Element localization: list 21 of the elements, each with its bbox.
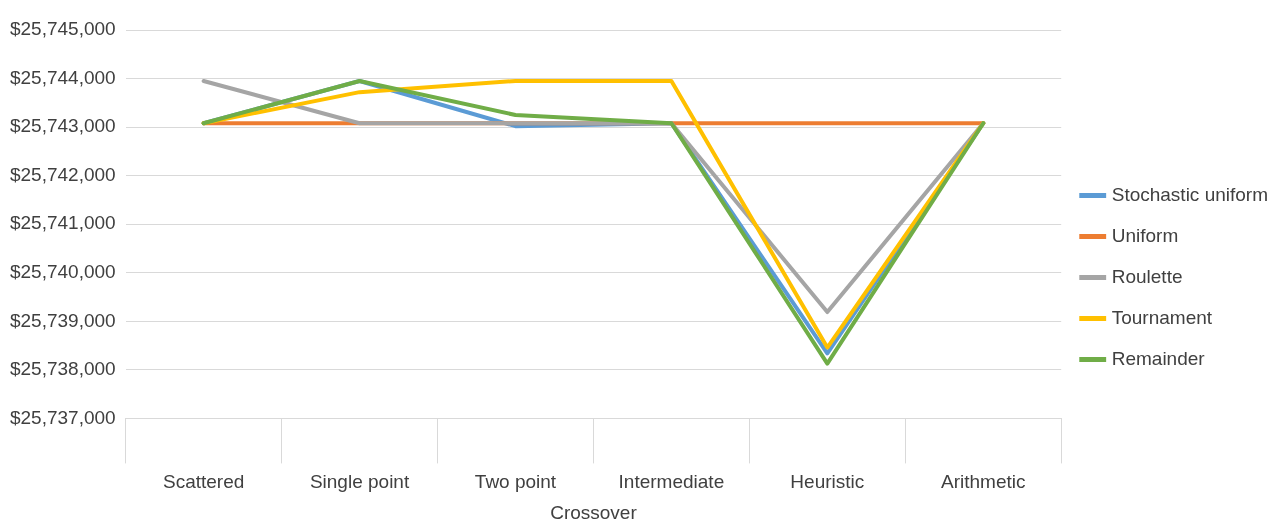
y-tick-label: $25,743,000 [9, 115, 116, 137]
y-tick-label: $25,740,000 [9, 260, 116, 282]
x-tick-label: Heuristic [790, 471, 865, 493]
legend-label: Remainder [1111, 347, 1206, 369]
x-tick-label: Scattered [162, 471, 245, 493]
y-tick-label: $25,742,000 [9, 163, 116, 185]
y-tick-label: $25,741,000 [9, 212, 116, 234]
legend-label: Uniform [1111, 224, 1179, 246]
x-tick-label: Two point [474, 471, 557, 493]
x-axis-title: Crossover [550, 501, 638, 523]
x-tick-label: Single point [309, 471, 410, 493]
x-tick-label: Intermediate [618, 471, 725, 493]
y-tick-label: $25,738,000 [9, 358, 116, 380]
legend-label: Roulette [1111, 265, 1183, 287]
y-tick-label: $25,744,000 [9, 66, 116, 88]
legend-label: Tournament [1111, 306, 1213, 328]
legend-label: Stochastic uniform [1111, 183, 1269, 205]
y-tick-label: $25,739,000 [9, 309, 116, 331]
y-tick-label: $25,745,000 [9, 18, 116, 40]
x-tick-label: Arithmetic [941, 471, 1026, 493]
y-tick-label: $25,737,000 [9, 406, 116, 428]
